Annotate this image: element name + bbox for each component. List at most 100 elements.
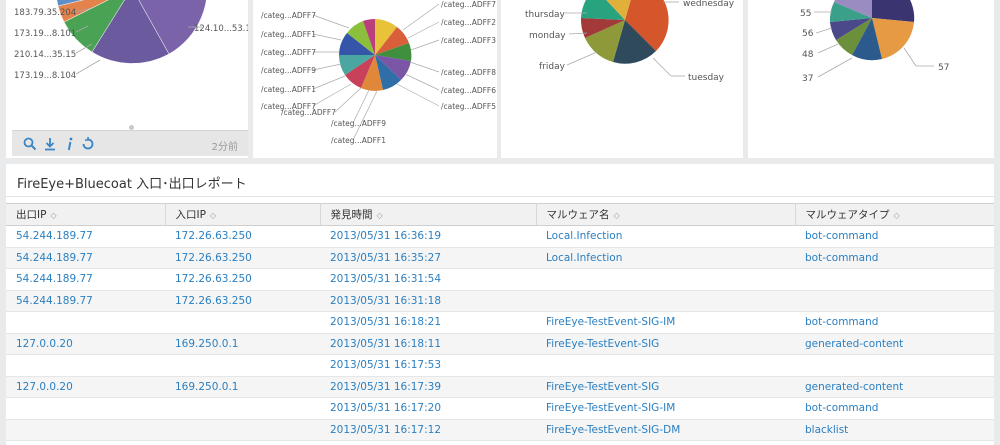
table-row: 2013/05/31 16:17:12 FireEye-TestEvent-SI…: [6, 419, 994, 441]
cell-entry-ip[interactable]: 172.26.63.250: [165, 247, 320, 269]
category-label: /categ...ADFF7: [261, 48, 316, 57]
count-label: 57: [938, 63, 949, 73]
table-row: 54.244.189.77 172.26.63.250 2013/05/31 1…: [6, 225, 994, 248]
cell-exit-ip[interactable]: [6, 397, 165, 420]
cell-exit-ip[interactable]: [6, 311, 165, 334]
count-pie-chart: 55 56 48 37 57: [800, 0, 949, 84]
cell-found-time[interactable]: 2013/05/31 16:18:21: [320, 311, 536, 334]
cell-entry-ip[interactable]: 172.26.63.250: [165, 290, 320, 312]
cell-malware-name[interactable]: Local.Infection: [536, 225, 795, 248]
column-header-found-time[interactable]: 発見時間 ◇: [320, 203, 537, 226]
cell-malware-name[interactable]: Local.Infection: [536, 247, 795, 269]
cell-malware-name[interactable]: FireEye-TestEvent-SIG-IM: [536, 397, 795, 420]
cell-malware-type[interactable]: generated-content: [795, 376, 994, 398]
ip-pie-chart: [56, 0, 207, 75]
cell-malware-name[interactable]: [536, 354, 795, 377]
cell-entry-ip[interactable]: [165, 397, 320, 420]
table-row: 54.244.189.77 172.26.63.250 2013/05/31 1…: [6, 268, 994, 291]
cell-exit-ip[interactable]: [6, 419, 165, 441]
cell-found-time[interactable]: 2013/05/31 16:17:12: [320, 419, 536, 441]
cell-malware-type[interactable]: bot-command: [795, 397, 994, 420]
cell-found-time[interactable]: 2013/05/31 16:18:11: [320, 333, 536, 355]
cell-malware-name[interactable]: FireEye-TestEvent-SIG-DM: [536, 419, 795, 441]
cell-malware-type[interactable]: [795, 290, 994, 312]
weekday-label: monday: [529, 31, 566, 41]
cell-malware-name[interactable]: FireEye-TestEvent-SIG: [536, 376, 795, 398]
cell-entry-ip[interactable]: 169.250.0.1: [165, 376, 320, 398]
table-row: 127.0.0.20 169.250.0.1 2013/05/31 16:17:…: [6, 376, 994, 398]
weekday-pie-panel: thursday monday friday tuesday wednesday: [501, 0, 743, 158]
count-label: 55: [800, 9, 811, 19]
cell-exit-ip[interactable]: 54.244.189.77: [6, 290, 165, 312]
cell-malware-type[interactable]: bot-command: [795, 311, 994, 334]
panel-toolbar: 2分前: [12, 130, 248, 156]
cell-malware-type[interactable]: [795, 354, 994, 377]
cell-entry-ip[interactable]: [165, 419, 320, 441]
search-icon[interactable]: [22, 136, 38, 152]
ip-pie-panel: 183.79.35.204 173.19...8.101 210.14...35…: [6, 0, 248, 158]
sort-icon[interactable]: ◇: [893, 211, 900, 220]
cell-malware-type[interactable]: bot-command: [795, 247, 994, 269]
cell-exit-ip[interactable]: 127.0.0.20: [6, 376, 165, 398]
cell-malware-type[interactable]: bot-command: [795, 225, 994, 248]
cell-found-time[interactable]: 2013/05/31 16:17:53: [320, 354, 536, 377]
count-pie-panel: 55 56 48 37 57: [748, 0, 994, 158]
table-row: 2013/05/31 16:18:21 FireEye-TestEvent-SI…: [6, 311, 994, 334]
cell-malware-name[interactable]: FireEye-TestEvent-SIG-IM: [536, 311, 795, 334]
cell-exit-ip[interactable]: 127.0.0.20: [6, 333, 165, 355]
cell-exit-ip[interactable]: 54.244.189.77: [6, 268, 165, 291]
download-icon[interactable]: [42, 136, 58, 152]
cell-found-time[interactable]: 2013/05/31 16:31:18: [320, 290, 536, 312]
cell-exit-ip[interactable]: 54.244.189.77: [6, 225, 165, 248]
cell-entry-ip[interactable]: [165, 311, 320, 334]
cell-exit-ip[interactable]: [6, 354, 165, 377]
category-label: /categ...ADFF5: [441, 102, 496, 111]
column-header-malware-name[interactable]: マルウェア名 ◇: [536, 203, 796, 226]
column-header-exit-ip[interactable]: 出口IP ◇: [6, 203, 166, 226]
weekday-label: tuesday: [688, 73, 725, 83]
ip-label: 173.19...8.101: [14, 29, 76, 39]
info-icon[interactable]: [62, 136, 78, 152]
category-label: /categ...ADFF1: [261, 85, 316, 94]
count-label: 37: [802, 74, 813, 84]
cell-malware-type[interactable]: [795, 268, 994, 291]
table-header-row: 出口IP ◇ 入口IP ◇ 発見時間 ◇ マルウェア名 ◇ マルウェアタイプ ◇: [6, 203, 994, 226]
pagination-dot[interactable]: [129, 125, 134, 130]
cell-found-time[interactable]: 2013/05/31 16:36:19: [320, 225, 536, 248]
cell-found-time[interactable]: 2013/05/31 16:17:20: [320, 397, 536, 420]
table-row: 2013/05/31 16:17:53: [6, 354, 994, 377]
report-title: FireEye+Bluecoat 入口･出口レポート: [17, 177, 247, 192]
cell-malware-name[interactable]: FireEye-TestEvent-SIG: [536, 333, 795, 355]
category-label: /categ...ADFF2: [441, 18, 496, 27]
sort-icon[interactable]: ◇: [376, 211, 383, 220]
cell-entry-ip[interactable]: [165, 354, 320, 377]
ip-label: 124.10...53.10: [194, 24, 248, 34]
refresh-icon[interactable]: [80, 136, 96, 152]
count-label: 48: [802, 50, 814, 60]
cell-found-time[interactable]: 2013/05/31 16:31:54: [320, 268, 536, 291]
column-header-malware-type[interactable]: マルウェアタイプ ◇: [795, 203, 994, 226]
cell-found-time[interactable]: 2013/05/31 16:17:39: [320, 376, 536, 398]
weekday-label: wednesday: [683, 0, 735, 9]
ip-label: 173.19...8.104: [14, 71, 76, 81]
sort-icon[interactable]: ◇: [50, 211, 57, 220]
category-label: /categ...ADFF3: [441, 36, 496, 45]
cell-found-time[interactable]: 2013/05/31 16:35:27: [320, 247, 536, 269]
cell-exit-ip[interactable]: 54.244.189.77: [6, 247, 165, 269]
cell-malware-type[interactable]: blacklist: [795, 419, 994, 441]
cell-malware-type[interactable]: generated-content: [795, 333, 994, 355]
category-label: /categ...ADFF1: [261, 30, 316, 39]
sort-icon[interactable]: ◇: [209, 211, 217, 220]
cell-entry-ip[interactable]: 172.26.63.250: [165, 225, 320, 248]
cell-malware-name[interactable]: [536, 290, 795, 312]
cell-entry-ip[interactable]: 169.250.0.1: [165, 333, 320, 355]
table-row: 54.244.189.77 172.26.63.250 2013/05/31 1…: [6, 290, 994, 312]
category-label: /categ...ADFF7: [261, 102, 316, 111]
weekday-pie-chart: thursday monday friday tuesday wednesday: [525, 0, 735, 83]
cell-malware-name[interactable]: [536, 268, 795, 291]
category-label: /categ...ADFF6: [441, 86, 496, 95]
sort-icon[interactable]: ◇: [613, 211, 620, 220]
column-header-entry-ip[interactable]: 入口IP ◇: [165, 203, 321, 226]
category-label: /categ...ADFF7: [281, 108, 336, 117]
cell-entry-ip[interactable]: 172.26.63.250: [165, 268, 320, 291]
